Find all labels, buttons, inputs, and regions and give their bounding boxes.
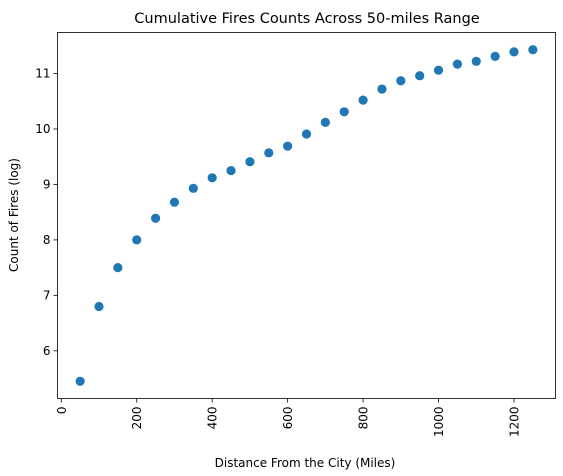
data-point bbox=[283, 141, 293, 151]
x-tick-label: 1000 bbox=[432, 407, 446, 438]
y-tick-label: 9 bbox=[43, 177, 51, 191]
data-point bbox=[433, 65, 444, 75]
data-point bbox=[415, 71, 425, 81]
data-point bbox=[339, 107, 349, 117]
data-point bbox=[471, 56, 481, 66]
y-axis-label: Count of Fires (log) bbox=[7, 158, 21, 272]
y-tick-label: 6 bbox=[43, 344, 51, 358]
data-point bbox=[377, 84, 387, 94]
data-point bbox=[75, 376, 85, 386]
data-point bbox=[226, 165, 236, 176]
y-axis: 6 7 8 9 10 11 bbox=[35, 67, 58, 358]
data-point bbox=[264, 148, 274, 158]
x-tick-label: 200 bbox=[130, 407, 144, 430]
y-tick-label: 11 bbox=[35, 67, 50, 81]
data-point bbox=[207, 173, 217, 183]
y-tick-label: 10 bbox=[35, 122, 50, 136]
y-tick-label: 8 bbox=[43, 233, 51, 247]
x-tick-label: 1200 bbox=[508, 407, 522, 438]
x-tick-label: 600 bbox=[281, 407, 295, 430]
data-point bbox=[396, 76, 406, 86]
y-tick-label: 7 bbox=[43, 288, 51, 302]
x-axis-label: Distance From the City (Miles) bbox=[215, 456, 396, 470]
plot-frame bbox=[57, 32, 556, 399]
data-point bbox=[452, 59, 463, 69]
x-tick-label: 400 bbox=[206, 407, 220, 430]
data-point bbox=[528, 45, 538, 55]
data-point bbox=[150, 213, 161, 223]
x-axis: 0 200 400 600 800 1000 1200 bbox=[55, 398, 522, 438]
plot-area bbox=[75, 45, 538, 386]
data-point bbox=[169, 197, 180, 207]
data-point bbox=[301, 129, 312, 139]
data-point bbox=[188, 183, 198, 193]
data-point bbox=[132, 235, 142, 245]
data-point bbox=[358, 95, 368, 105]
data-point bbox=[245, 157, 255, 167]
chart-title: Cumulative Fires Counts Across 50-miles … bbox=[134, 11, 479, 27]
data-point bbox=[113, 263, 123, 273]
x-tick-label: 0 bbox=[55, 407, 69, 415]
x-tick-label: 800 bbox=[357, 407, 371, 430]
data-point bbox=[490, 51, 500, 61]
data-point bbox=[320, 117, 330, 127]
data-point bbox=[509, 47, 519, 57]
data-point bbox=[94, 301, 104, 312]
